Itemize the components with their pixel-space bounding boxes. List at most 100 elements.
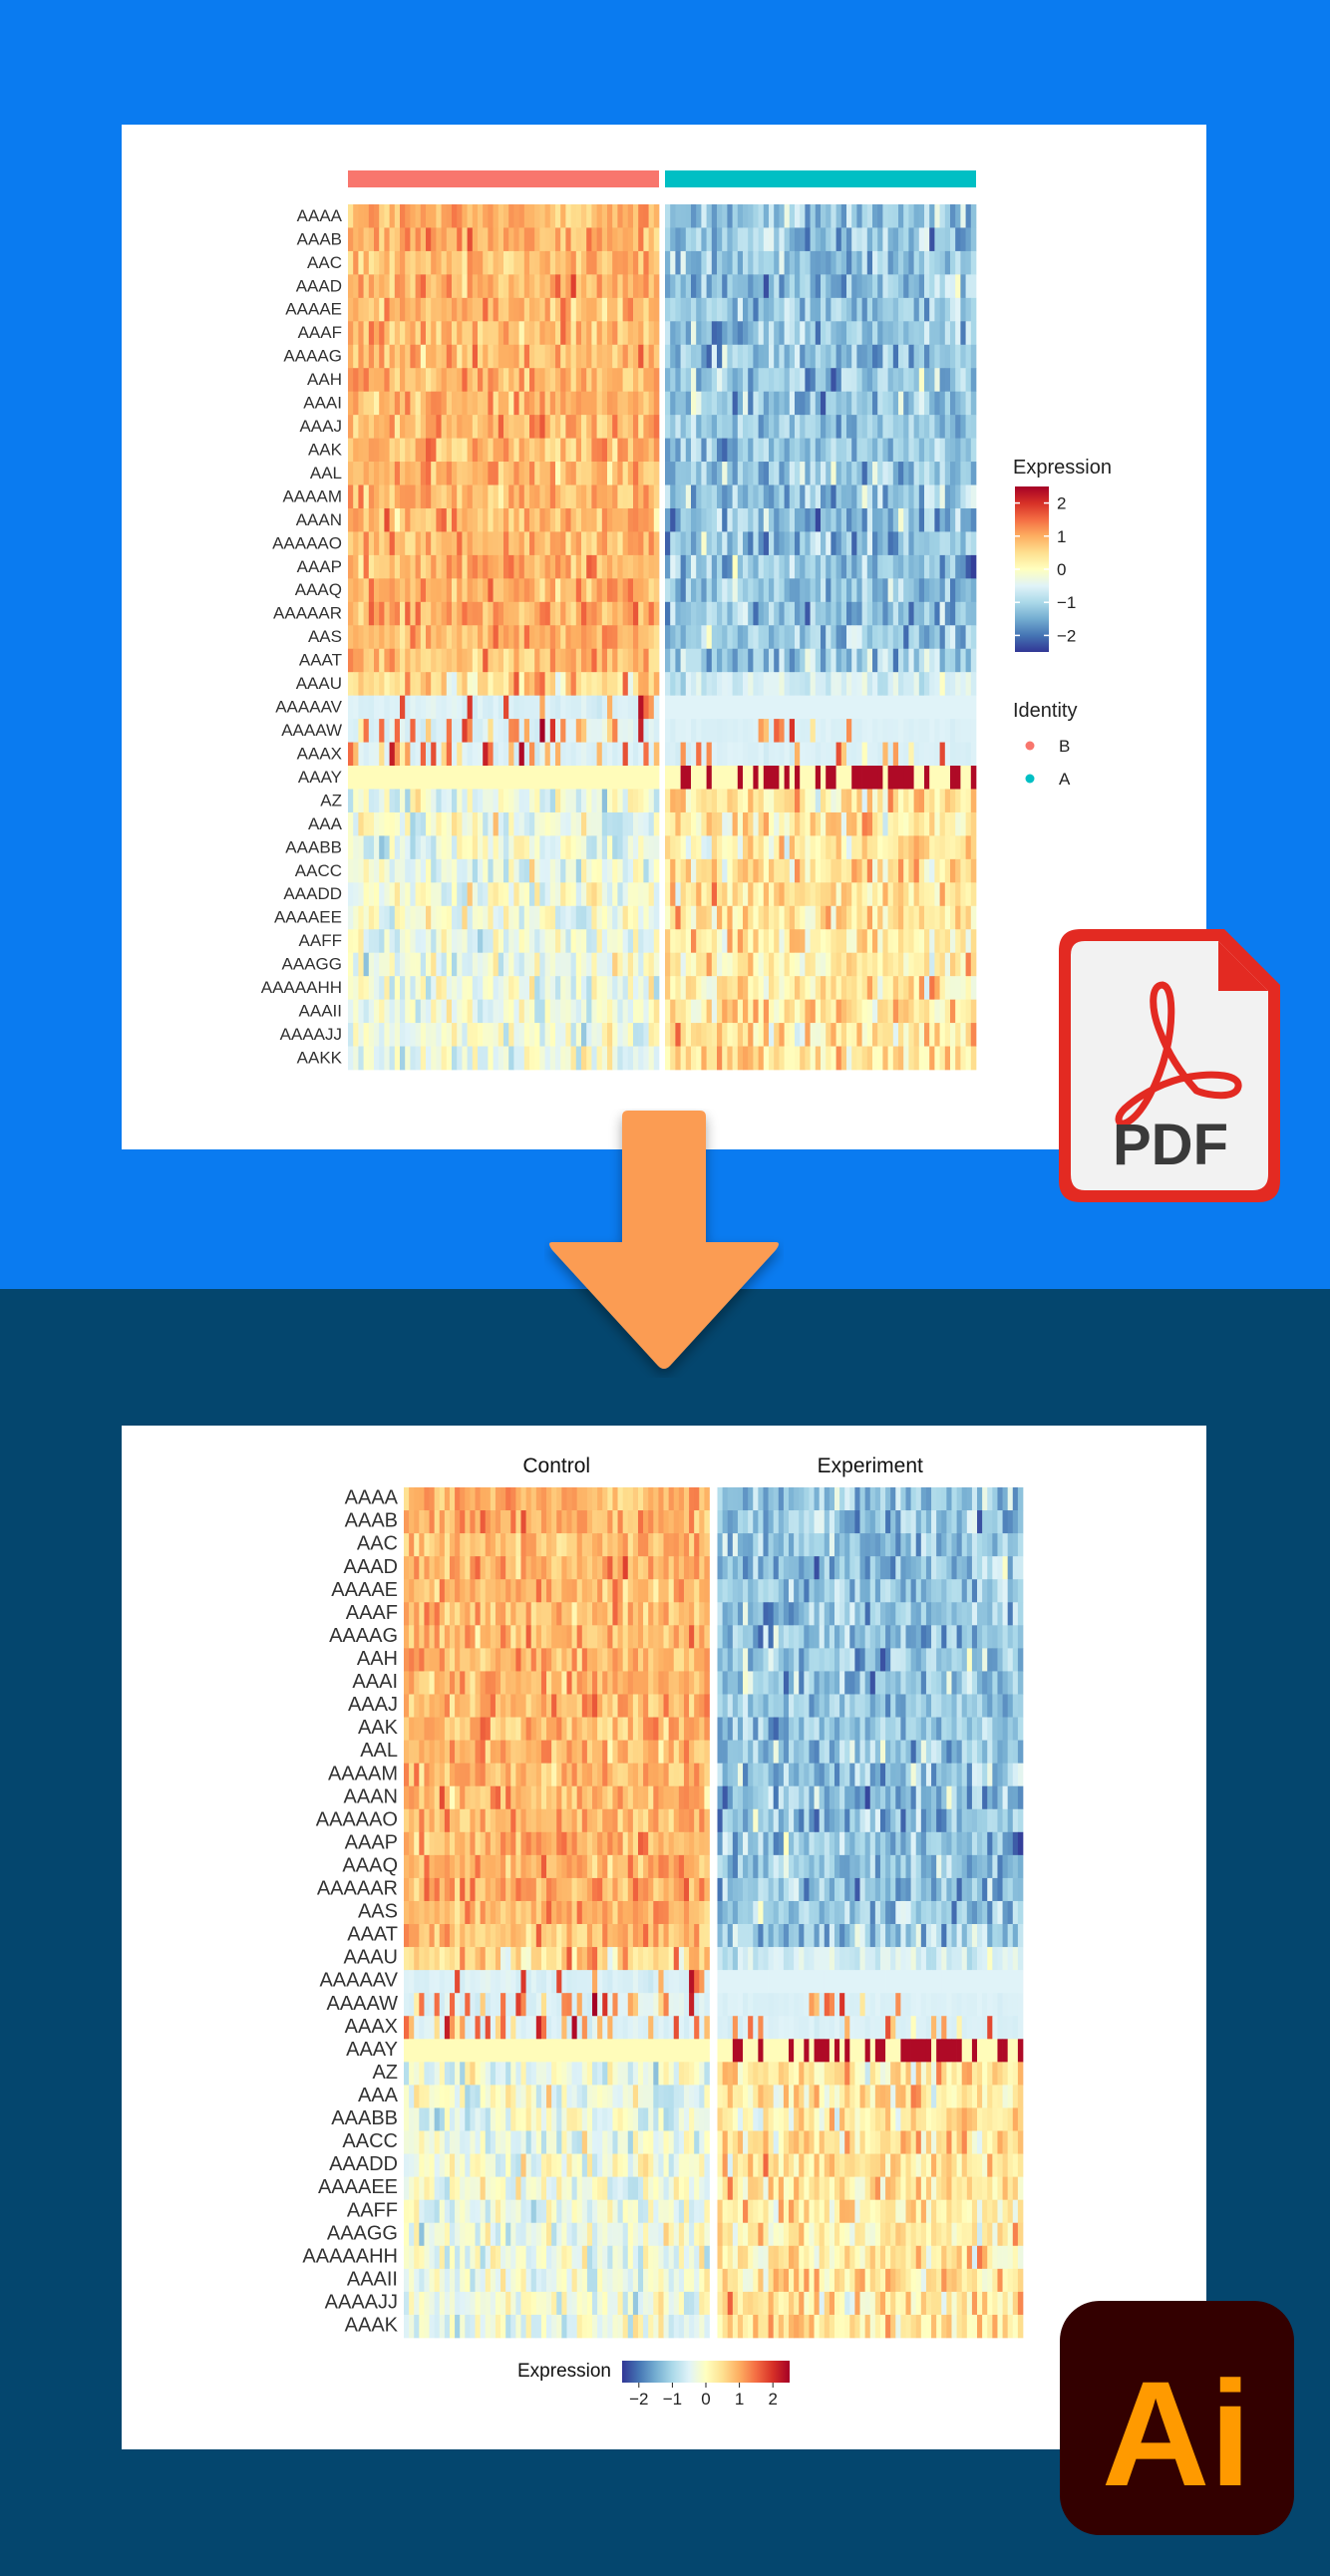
heatmap-cell bbox=[400, 648, 406, 673]
heatmap-row-aaaae bbox=[348, 297, 977, 322]
heatmap-cell bbox=[851, 1046, 857, 1071]
heatmap-cell bbox=[887, 882, 894, 907]
heatmap-cell bbox=[653, 1046, 660, 1071]
heatmap-cell bbox=[691, 858, 697, 883]
heatmap-cell bbox=[924, 321, 930, 346]
heatmap-cell bbox=[358, 789, 364, 813]
heatmap-cell bbox=[970, 1046, 977, 1071]
heatmap-cell bbox=[670, 742, 676, 767]
heatmap-cell bbox=[737, 976, 744, 1000]
heatmap-cell bbox=[758, 952, 765, 977]
heatmap-cell bbox=[426, 578, 432, 603]
heatmap-cell bbox=[627, 531, 634, 556]
heatmap-cell bbox=[824, 1487, 831, 1511]
heatmap-cell bbox=[518, 905, 525, 930]
heatmap-cell bbox=[866, 531, 873, 556]
heatmap-cell bbox=[394, 719, 401, 743]
heatmap-cell bbox=[944, 882, 951, 907]
heatmap-cell bbox=[420, 882, 427, 907]
heatmap-cell bbox=[570, 789, 577, 813]
heatmap-cell bbox=[727, 1533, 734, 1557]
heatmap-cell bbox=[508, 976, 514, 1000]
heatmap-cell bbox=[763, 274, 770, 299]
heatmap-cell bbox=[939, 297, 946, 322]
heatmap-cell bbox=[400, 297, 406, 322]
heatmap-cell bbox=[955, 462, 961, 485]
heatmap-cell bbox=[358, 531, 364, 556]
heatmap-cell bbox=[426, 625, 432, 650]
heatmap-cell bbox=[488, 695, 494, 720]
heatmap-cell bbox=[419, 1510, 425, 1534]
heatmap-cell bbox=[701, 204, 707, 228]
heatmap-cell bbox=[575, 274, 582, 299]
heatmap-cell bbox=[488, 531, 494, 556]
heatmap-cell bbox=[436, 648, 442, 673]
heatmap-cell bbox=[877, 625, 883, 650]
heatmap-cell bbox=[394, 344, 401, 369]
heatmap-cell bbox=[970, 811, 977, 836]
heatmap-cell bbox=[358, 415, 364, 439]
heatmap-cell bbox=[831, 507, 836, 532]
heatmap-cell bbox=[488, 415, 494, 439]
heatmap-cell bbox=[410, 648, 416, 673]
heatmap-cell bbox=[405, 344, 411, 369]
ai-heatmap-card: AAAA AAAB AAC AAAD AAAAE AAAF AAAAG AAH AAAI AAAJ… bbox=[122, 1426, 1206, 2449]
heatmap-cell bbox=[877, 484, 883, 509]
heatmap-cell bbox=[534, 415, 540, 439]
heatmap-cell bbox=[950, 929, 956, 954]
heatmap-cell bbox=[934, 274, 940, 299]
heatmap-cell bbox=[882, 625, 888, 650]
heatmap-cell bbox=[965, 789, 972, 813]
heatmap-cell bbox=[665, 858, 671, 883]
heatmap-cell bbox=[929, 531, 935, 556]
heatmap-cell bbox=[1002, 1533, 1009, 1557]
heatmap-cell bbox=[789, 811, 796, 836]
heatmap-cell bbox=[670, 250, 676, 275]
heatmap-cell bbox=[768, 1510, 775, 1534]
heatmap-cell bbox=[717, 719, 723, 743]
heatmap-cell bbox=[727, 554, 733, 579]
heatmap-cell bbox=[939, 695, 946, 720]
heatmap-cell bbox=[784, 976, 791, 1000]
heatmap-cell bbox=[835, 321, 842, 346]
heatmap-cell bbox=[960, 507, 966, 532]
heatmap-cell bbox=[513, 578, 519, 603]
heatmap-cell bbox=[918, 368, 925, 393]
heatmap-cell bbox=[601, 438, 608, 463]
heatmap-cell bbox=[800, 1046, 806, 1071]
heatmap-cell bbox=[946, 1510, 952, 1534]
heatmap-cell bbox=[515, 1556, 521, 1580]
heatmap-cell bbox=[534, 905, 540, 930]
heatmap-cell bbox=[596, 742, 603, 767]
heatmap-cell bbox=[903, 250, 909, 275]
heatmap-cell bbox=[840, 952, 847, 977]
heatmap-cell bbox=[472, 952, 479, 977]
heatmap-cell bbox=[748, 672, 754, 696]
heatmap-cell bbox=[549, 250, 556, 275]
heatmap-cell bbox=[648, 1510, 654, 1534]
heatmap-cell bbox=[358, 976, 364, 1000]
heatmap-cell bbox=[763, 204, 770, 228]
heatmap-cell bbox=[924, 905, 930, 930]
heatmap-cell bbox=[960, 321, 966, 346]
heatmap-cell bbox=[523, 719, 530, 743]
heatmap-cell bbox=[622, 1046, 629, 1071]
heatmap-cell bbox=[960, 391, 966, 416]
heatmap-cell bbox=[363, 368, 370, 393]
heatmap-cell bbox=[763, 952, 770, 977]
heatmap-cell bbox=[515, 1510, 521, 1534]
heatmap-cell bbox=[670, 999, 676, 1024]
heatmap-cell bbox=[518, 227, 525, 252]
heatmap-cell bbox=[534, 811, 540, 836]
heatmap-cell bbox=[784, 578, 791, 603]
heatmap-row-aac bbox=[348, 250, 977, 275]
heatmap-cell bbox=[549, 929, 556, 954]
heatmap-cell bbox=[534, 766, 540, 790]
heatmap-cell bbox=[426, 484, 432, 509]
heatmap-cell bbox=[549, 204, 556, 228]
heatmap-cell bbox=[467, 1023, 474, 1047]
heatmap-cell bbox=[446, 1023, 453, 1047]
heatmap-cell bbox=[539, 789, 545, 813]
heatmap-cell bbox=[866, 344, 873, 369]
heatmap-cell bbox=[374, 835, 380, 860]
